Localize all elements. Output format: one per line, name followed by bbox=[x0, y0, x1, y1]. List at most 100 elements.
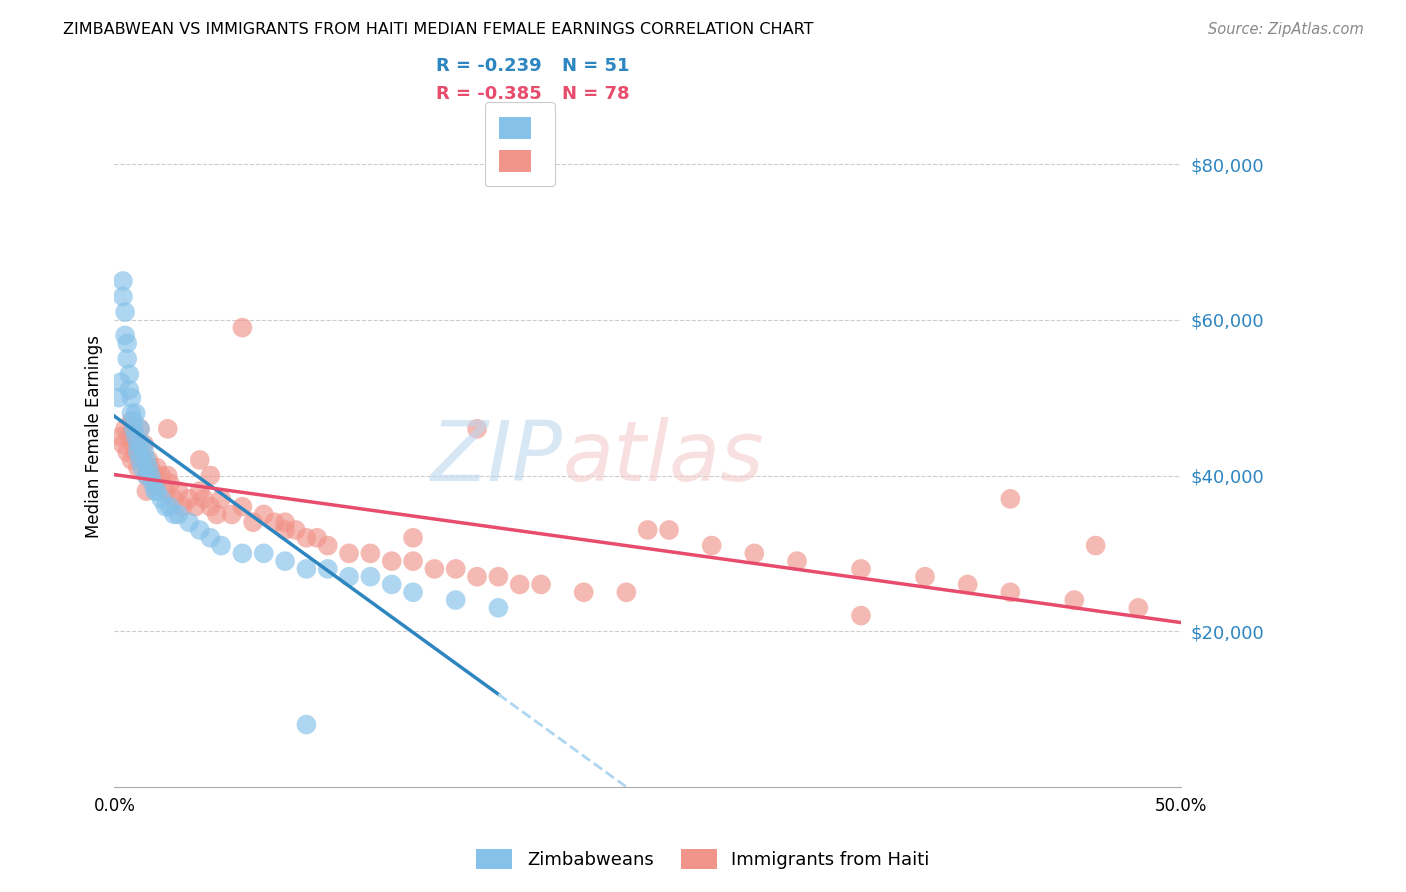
Point bbox=[205, 508, 228, 522]
Point bbox=[118, 383, 141, 397]
Point bbox=[744, 546, 766, 560]
Point bbox=[530, 577, 553, 591]
Point bbox=[914, 570, 936, 584]
Point bbox=[263, 515, 285, 529]
Point bbox=[131, 437, 153, 451]
Point bbox=[295, 531, 318, 545]
Point bbox=[122, 437, 145, 451]
Point bbox=[177, 491, 200, 506]
Point bbox=[786, 554, 808, 568]
Point bbox=[381, 554, 404, 568]
Point bbox=[114, 422, 136, 436]
Point bbox=[1000, 491, 1022, 506]
Point bbox=[159, 476, 181, 491]
Point bbox=[163, 491, 186, 506]
Point bbox=[110, 429, 132, 443]
Point bbox=[138, 460, 160, 475]
Point bbox=[127, 445, 149, 459]
Point bbox=[111, 289, 134, 303]
Point bbox=[110, 375, 132, 389]
Text: ZIP: ZIP bbox=[430, 417, 562, 498]
Point bbox=[111, 437, 134, 451]
Point bbox=[129, 453, 152, 467]
Point bbox=[274, 554, 297, 568]
Point bbox=[125, 445, 148, 459]
Point bbox=[509, 577, 531, 591]
Point bbox=[200, 468, 222, 483]
Point bbox=[209, 491, 232, 506]
Point bbox=[849, 562, 872, 576]
Point bbox=[486, 570, 509, 584]
Legend: , : , bbox=[485, 103, 555, 186]
Text: N = 51: N = 51 bbox=[562, 57, 630, 75]
Point bbox=[114, 328, 136, 343]
Point bbox=[115, 336, 138, 351]
Point bbox=[115, 351, 138, 366]
Point bbox=[150, 491, 173, 506]
Point bbox=[122, 422, 145, 436]
Text: Source: ZipAtlas.com: Source: ZipAtlas.com bbox=[1208, 22, 1364, 37]
Point bbox=[188, 484, 211, 499]
Point bbox=[131, 460, 153, 475]
Text: atlas: atlas bbox=[562, 417, 763, 498]
Point bbox=[118, 429, 141, 443]
Point bbox=[138, 453, 160, 467]
Point bbox=[658, 523, 681, 537]
Text: ZIMBABWEAN VS IMMIGRANTS FROM HAITI MEDIAN FEMALE EARNINGS CORRELATION CHART: ZIMBABWEAN VS IMMIGRANTS FROM HAITI MEDI… bbox=[63, 22, 814, 37]
Point bbox=[127, 460, 149, 475]
Point bbox=[221, 508, 243, 522]
Point bbox=[129, 422, 152, 436]
Point bbox=[274, 515, 297, 529]
Point bbox=[156, 468, 179, 483]
Point bbox=[253, 508, 276, 522]
Point bbox=[146, 460, 169, 475]
Point bbox=[134, 437, 156, 451]
Point bbox=[134, 445, 156, 459]
Point bbox=[114, 305, 136, 319]
Point bbox=[155, 484, 177, 499]
Point bbox=[295, 717, 318, 731]
Point bbox=[159, 500, 181, 514]
Point bbox=[307, 531, 329, 545]
Point bbox=[121, 414, 143, 428]
Point bbox=[1000, 585, 1022, 599]
Point bbox=[231, 500, 253, 514]
Point bbox=[465, 422, 488, 436]
Point bbox=[115, 445, 138, 459]
Point bbox=[274, 523, 297, 537]
Point bbox=[284, 523, 307, 537]
Point bbox=[135, 468, 157, 483]
Point bbox=[444, 562, 467, 576]
Point bbox=[231, 320, 253, 334]
Point bbox=[700, 539, 723, 553]
Point bbox=[637, 523, 659, 537]
Point bbox=[402, 585, 425, 599]
Text: N = 78: N = 78 bbox=[562, 85, 630, 103]
Point bbox=[121, 406, 143, 420]
Point bbox=[1063, 593, 1085, 607]
Point bbox=[200, 531, 222, 545]
Point bbox=[139, 468, 162, 483]
Point bbox=[184, 500, 207, 514]
Point bbox=[572, 585, 595, 599]
Point bbox=[188, 523, 211, 537]
Y-axis label: Median Female Earnings: Median Female Earnings bbox=[86, 335, 103, 538]
Point bbox=[135, 484, 157, 499]
Point bbox=[337, 570, 360, 584]
Point bbox=[1128, 600, 1150, 615]
Point bbox=[381, 577, 404, 591]
Point bbox=[402, 554, 425, 568]
Point bbox=[143, 476, 166, 491]
Point bbox=[359, 570, 381, 584]
Point bbox=[139, 460, 162, 475]
Point bbox=[423, 562, 446, 576]
Point bbox=[465, 570, 488, 584]
Point bbox=[231, 546, 253, 560]
Legend: Zimbabweans, Immigrants from Haiti: Zimbabweans, Immigrants from Haiti bbox=[467, 839, 939, 879]
Point bbox=[129, 422, 152, 436]
Point bbox=[121, 453, 143, 467]
Point bbox=[125, 429, 148, 443]
Point bbox=[188, 453, 211, 467]
Point bbox=[956, 577, 979, 591]
Point bbox=[150, 468, 173, 483]
